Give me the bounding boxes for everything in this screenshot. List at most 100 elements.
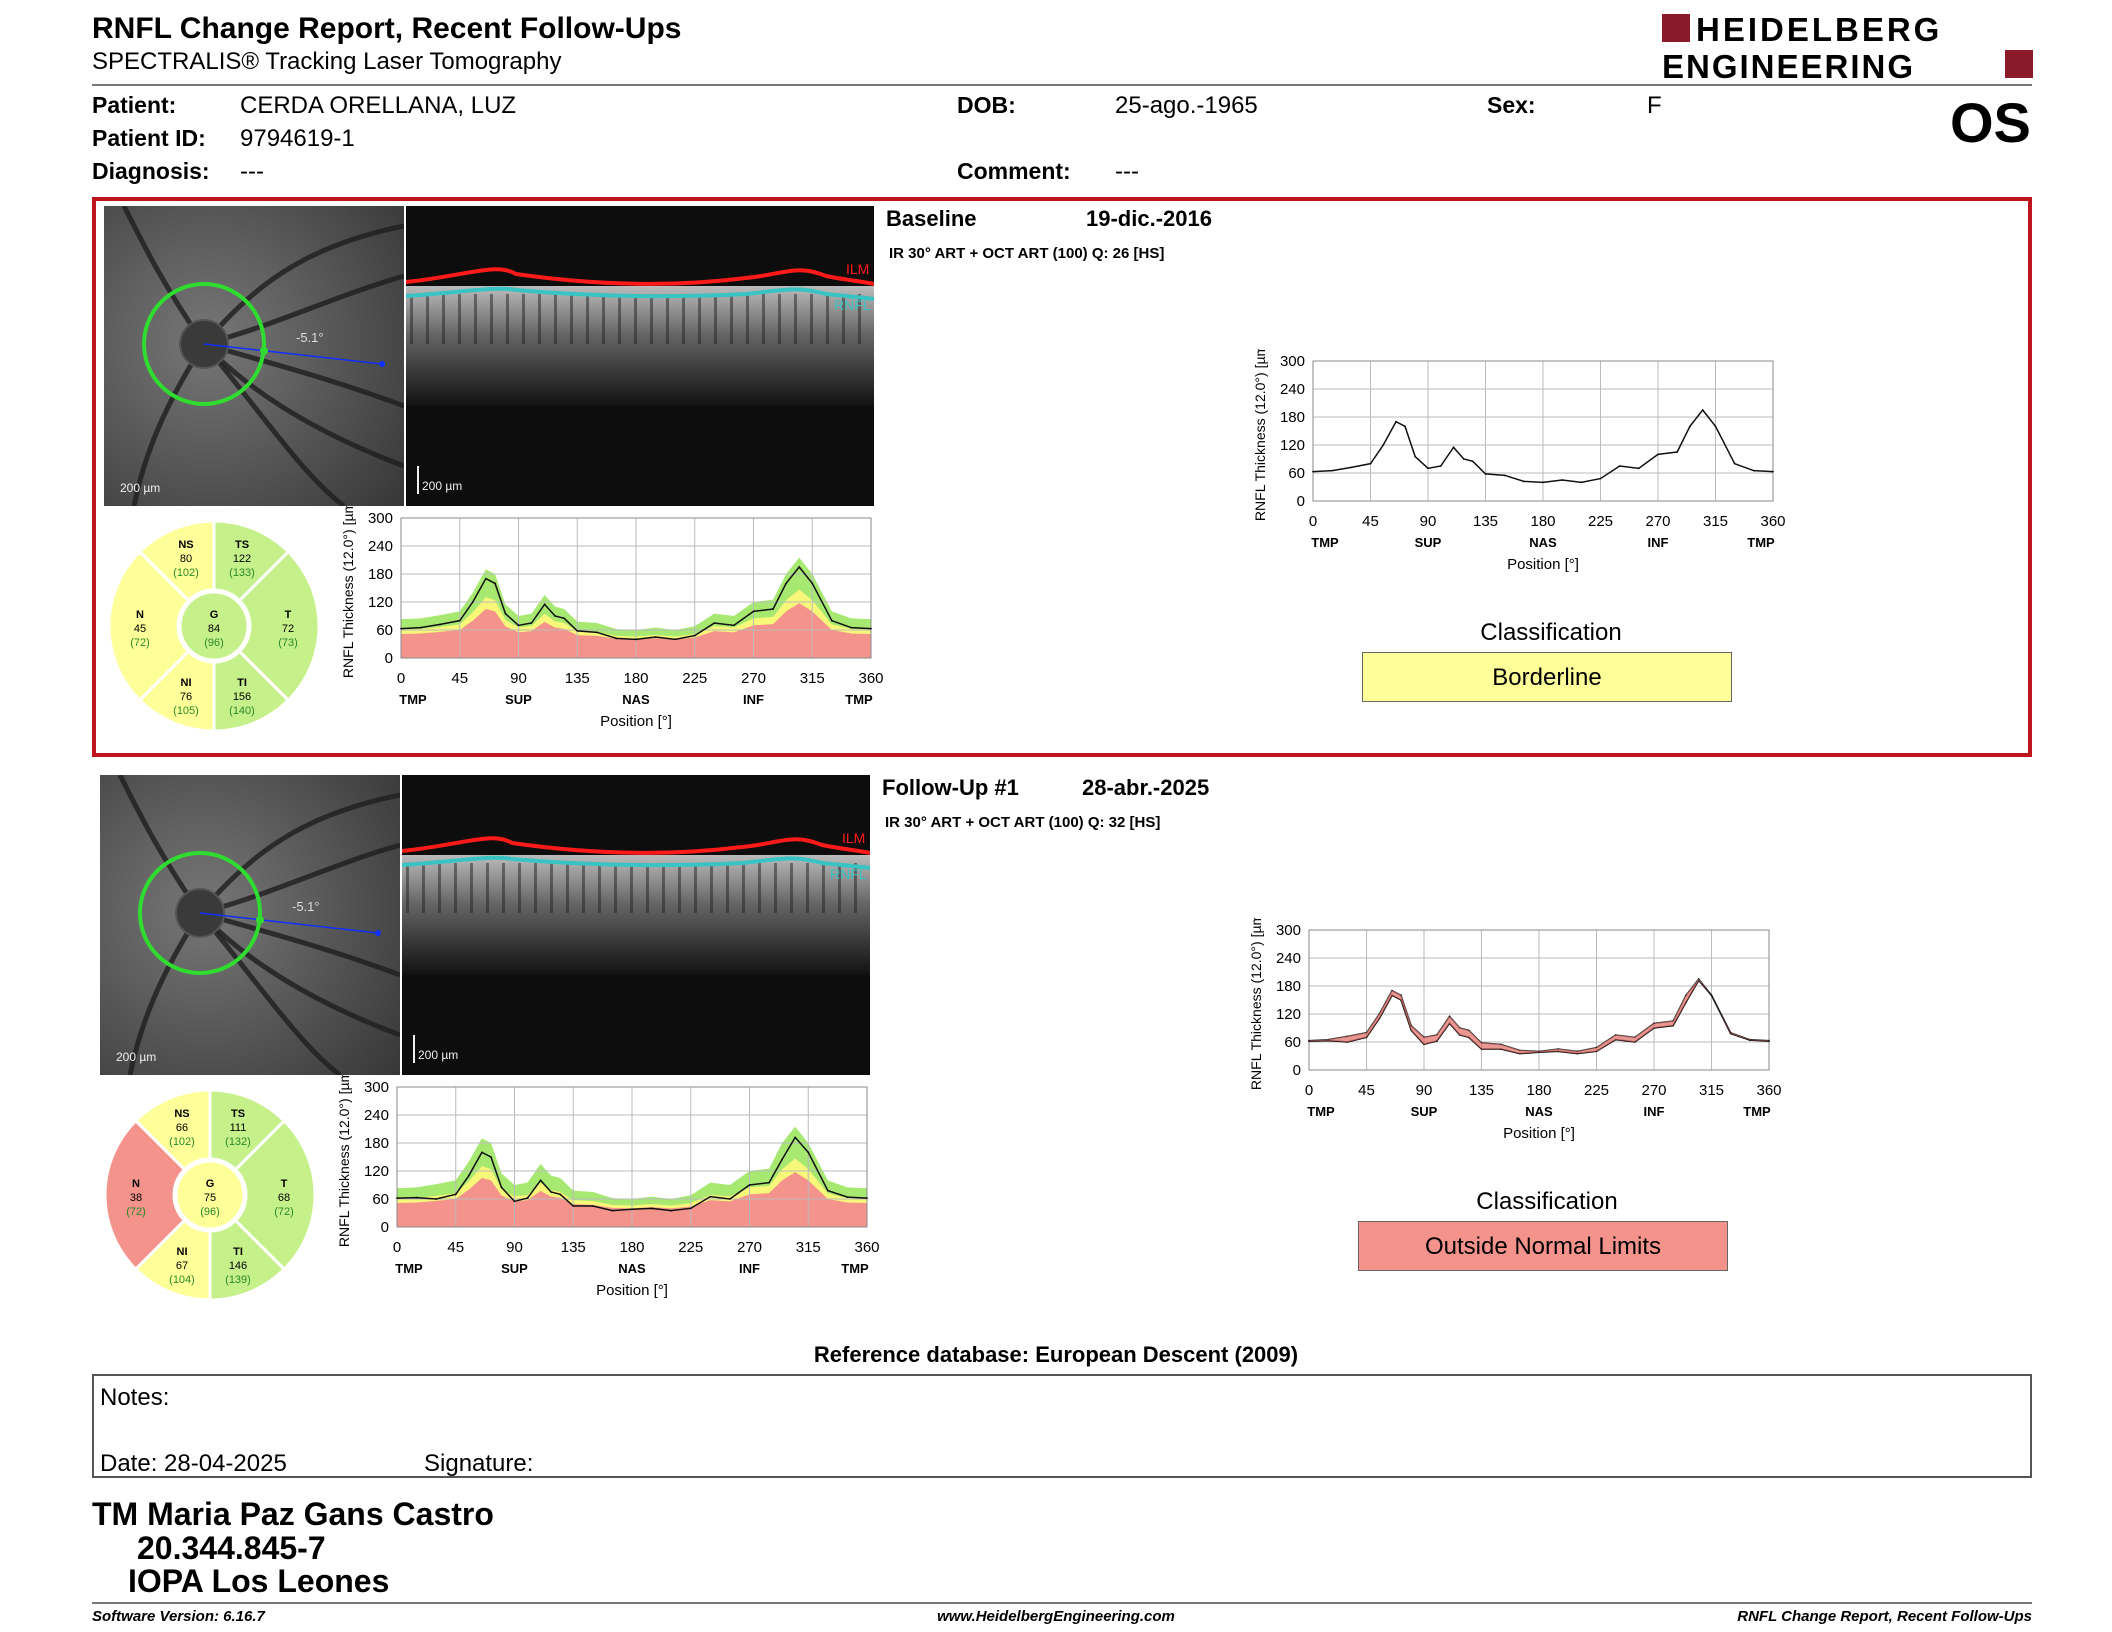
- data-point: [435, 1198, 437, 1200]
- data-point: [1331, 469, 1333, 472]
- sector-n: [107, 549, 191, 703]
- data-point: [733, 624, 735, 627]
- y-tick-label: 240: [1280, 381, 1305, 398]
- region-label: TMP: [845, 692, 873, 707]
- x-tick-label: 0: [1305, 1082, 1313, 1099]
- data-point: [615, 637, 618, 640]
- data-point: [729, 1198, 731, 1200]
- comment-value: ---: [1115, 158, 1139, 185]
- sex-value: F: [1647, 92, 1662, 119]
- sector-normal-ni: (105): [173, 705, 199, 717]
- signature-label: Signature:: [424, 1450, 534, 1477]
- sector-value-ni: 67: [176, 1260, 188, 1272]
- x-tick-label: 90: [1416, 1082, 1433, 1099]
- notes-label: Notes:: [100, 1384, 170, 1411]
- classification-badge: Borderline: [1362, 652, 1732, 702]
- dob-label: DOB:: [957, 92, 1016, 118]
- y-axis-label: RNFL Thickness (12.0°) [µm]: [340, 506, 356, 678]
- heidelberg-logo: HEIDELBERG ENGINEERING: [1662, 11, 2033, 82]
- data-point: [1697, 978, 1700, 980]
- data-point: [576, 630, 579, 632]
- eye-label: OS: [1950, 91, 2031, 154]
- data-point: [1484, 473, 1487, 475]
- x-axis-label: Position [°]: [1507, 556, 1579, 573]
- x-tick-label: 225: [1588, 513, 1613, 530]
- sector-value-g: 84: [208, 623, 220, 635]
- x-tick-label: 90: [1420, 513, 1437, 530]
- x-tick-label: 45: [1358, 1082, 1375, 1099]
- x-tick-label: 315: [800, 670, 825, 687]
- report-name-footer: RNFL Change Report, Recent Follow-Ups: [1737, 1608, 2032, 1625]
- oct-bscan-image: ILM RNFL 200 µm: [402, 775, 870, 1075]
- data-point: [400, 627, 402, 630]
- x-tick-label: 0: [393, 1239, 401, 1256]
- x-axis-label: Position [°]: [596, 1282, 668, 1299]
- ir-fundus-image: -5.1° 200 µm: [100, 775, 400, 1075]
- normative-chart: 0 60 120 180 240 300 0 45 90 135 180 225 270 315 360 TM…: [336, 1075, 880, 1299]
- data-point: [870, 627, 872, 630]
- data-point: [1618, 465, 1621, 467]
- sector-ti: [208, 1218, 287, 1302]
- data-point: [650, 1207, 653, 1210]
- rnfl-label: RNFL: [834, 297, 871, 313]
- data-point: [811, 582, 814, 585]
- oct-scale: 200 µm: [422, 479, 462, 493]
- website: www.HeidelbergEngineering.com: [937, 1608, 1175, 1625]
- data-point: [713, 622, 716, 624]
- region-label: TMP: [399, 692, 427, 707]
- region-label: TMP: [1311, 535, 1339, 550]
- x-tick-label: 225: [1584, 1082, 1609, 1099]
- scan-circle: [142, 282, 266, 406]
- data-point: [504, 612, 507, 615]
- y-tick-label: 300: [1276, 922, 1301, 939]
- x-axis-label: Position [°]: [1503, 1125, 1575, 1142]
- data-point: [1561, 479, 1563, 481]
- data-point: [454, 1193, 457, 1196]
- normative-chart: 0 60 120 180 240 300 0 45 90 135 180 225 270 315 360 TM…: [340, 506, 884, 730]
- ilm-label: ILM: [846, 261, 869, 277]
- data-point: [1733, 462, 1736, 465]
- sector-label-t: T: [285, 609, 292, 621]
- data-point: [631, 1208, 633, 1211]
- sector-normal-g: (96): [204, 637, 224, 649]
- x-tick-label: 0: [1309, 513, 1317, 530]
- fovea-angle: -5.1°: [296, 330, 324, 345]
- x-tick-label: 135: [561, 1239, 586, 1256]
- data-point: [458, 619, 461, 622]
- y-tick-label: 120: [1280, 437, 1305, 454]
- x-tick-label: 270: [1641, 1082, 1666, 1099]
- data-point: [1369, 462, 1372, 465]
- data-point: [689, 1207, 692, 1210]
- sector-label-ns: NS: [174, 1108, 189, 1120]
- sector-value-n: 38: [130, 1192, 142, 1204]
- sector-normal-g: (96): [200, 1206, 220, 1218]
- region-label: SUP: [1415, 535, 1442, 550]
- software-version: Software Version: 6.16.7: [92, 1608, 265, 1625]
- sector-pie: NS 66 (102) TS 111 (132) N 38 (72) G 75 (96) T 68 (72)…: [103, 1088, 317, 1302]
- report-title: RNFL Change Report, Recent Follow-Ups: [92, 12, 682, 45]
- sector-normal-t: (72): [274, 1206, 294, 1218]
- data-point: [472, 601, 474, 603]
- sector-label-ti: TI: [233, 1246, 243, 1258]
- scan-date: 19-dic.-2016: [1086, 206, 1212, 231]
- data-point: [419, 626, 422, 629]
- patient-id-value: 9794619-1: [240, 125, 355, 152]
- series-line: [1312, 408, 1774, 484]
- sector-ns: [137, 519, 216, 603]
- data-point: [500, 1186, 503, 1189]
- data-point: [1448, 1015, 1451, 1018]
- data-point: [670, 1209, 672, 1212]
- data-point: [748, 1184, 751, 1186]
- data-point: [517, 624, 520, 627]
- data-point: [1772, 470, 1774, 473]
- data-point: [1382, 444, 1385, 446]
- y-tick-label: 120: [364, 1163, 389, 1180]
- classification-title: Classification: [1480, 619, 1622, 646]
- data-point: [1542, 481, 1544, 484]
- x-tick-label: 45: [451, 670, 468, 687]
- y-tick-label: 60: [372, 1191, 389, 1208]
- data-point: [772, 608, 774, 610]
- y-tick-label: 0: [1297, 493, 1305, 510]
- data-point: [1312, 470, 1314, 473]
- sector-g: [178, 590, 250, 662]
